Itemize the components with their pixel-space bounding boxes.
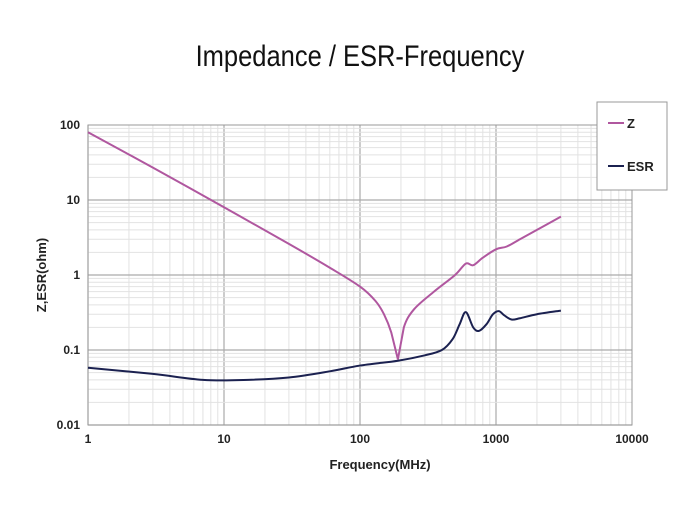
series-line-esr — [87, 309, 562, 382]
legend-esr-label: ESR — [627, 159, 654, 174]
y-tick-label: 100 — [60, 118, 80, 132]
x-axis-label: Frequency(MHz) — [329, 457, 430, 472]
x-tick-label: 10000 — [615, 432, 649, 446]
legend-z-label: Z — [627, 116, 635, 131]
plot-frame — [87, 124, 633, 426]
grid — [87, 125, 632, 426]
y-axis-label: Z,ESR(ohm) — [34, 238, 49, 312]
y-tick-label: 1 — [73, 268, 80, 282]
legend: Z ESR — [596, 101, 668, 191]
y-tick-label: 10 — [67, 193, 81, 207]
x-tick-label: 10 — [217, 432, 231, 446]
y-tick-label: 0.01 — [57, 418, 81, 432]
y-tick-label: 0.1 — [63, 343, 80, 357]
x-tick-label: 100 — [350, 432, 370, 446]
x-tick-label: 1 — [85, 432, 92, 446]
chart-title: Impedance / ESR-Frequency — [195, 40, 525, 73]
series-line-z — [87, 131, 562, 360]
x-tick-label: 1000 — [483, 432, 510, 446]
